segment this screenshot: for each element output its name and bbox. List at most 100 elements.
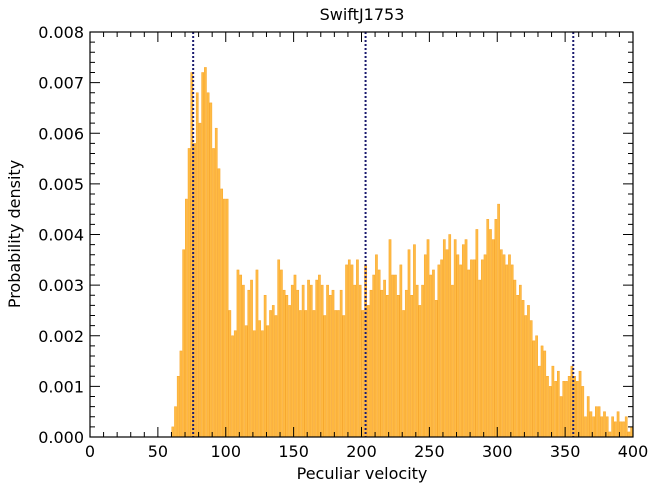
histogram-bar [375,254,378,438]
histogram-bar [353,284,357,438]
histogram-bar [616,411,620,438]
histogram-bar [434,300,438,438]
histogram-bar [483,254,487,438]
y-tick-label: 0.002 [38,327,84,346]
x-tick-label: 400 [618,442,649,461]
histogram-bar [551,365,555,438]
histogram-bar [271,305,275,438]
histogram-bar [429,274,433,438]
histogram-bar [231,335,234,438]
vlines-group [192,32,575,437]
histogram-bar [247,289,251,438]
histogram-bar [576,381,579,438]
histogram-bar [318,274,321,438]
histogram-bar [624,416,628,438]
histogram-bar [627,431,631,438]
histogram-bar [182,249,186,438]
histogram-bar [423,254,427,438]
histogram-bar [339,289,343,438]
histogram-bar [557,370,560,438]
histogram-bar [589,411,593,438]
y-tick-label: 0.000 [38,428,84,447]
histogram-bar [220,188,224,438]
histogram-bar [418,305,422,438]
histogram-bar [214,127,218,438]
histogram-bar [538,365,541,438]
y-tick-labels: 0.000 0.001 0.002 0.003 0.004 0.005 0.006 0.007… [38,23,84,447]
histogram-bar [464,239,468,438]
histogram-bar [595,406,598,438]
histogram-bar [383,279,386,438]
histogram-bar [171,426,175,438]
histogram-bar [600,416,604,438]
x-tick-label: 200 [346,442,377,461]
histogram-bar [396,295,400,438]
histogram-bar [334,310,338,438]
histogram-bar [366,305,370,438]
histogram-bar [567,376,571,438]
histogram-bar [358,284,362,438]
histogram-bar [350,264,354,438]
x-tick-label: 50 [148,442,168,461]
histogram-bar [242,284,245,438]
histogram-bar [217,168,221,438]
histogram-bar [269,310,272,438]
bars-group [171,67,633,438]
histogram-bar [502,254,506,438]
histogram-bar [266,325,270,438]
histogram-bar [288,305,291,438]
histogram-bar [413,244,416,438]
histogram-bar [554,381,557,438]
histogram-bar [195,92,199,438]
histogram-bar [440,259,443,438]
x-tick-label: 0 [85,442,95,461]
histogram-bar [529,320,533,438]
histogram-bar [410,295,414,438]
histogram-bar [290,284,294,438]
histogram-bar [258,320,262,438]
histogram-bar [516,295,519,438]
x-axis-title: Peculiar velocity [297,464,428,483]
histogram-bar [342,315,346,438]
y-tick-label: 0.003 [38,276,84,295]
histogram-bar [415,284,419,438]
histogram-bar [489,229,492,438]
x-tick-label: 300 [482,442,513,461]
histogram-bar [323,315,327,438]
histogram-bar [448,234,452,438]
histogram-bar [179,350,183,438]
histogram-bar [442,239,446,438]
histogram-bar [527,305,530,438]
histogram-bar [432,269,435,438]
x-tick-label: 100 [210,442,241,461]
histogram-bar [562,381,566,438]
histogram-bar [337,310,340,438]
histogram-bar [293,274,297,438]
histogram-bar [315,279,319,438]
histogram-bar [244,325,248,438]
histogram-bar [402,310,405,438]
y-tick-label: 0.007 [38,74,84,93]
histogram-bar [372,274,376,438]
histogram-bar [445,249,449,438]
x-tick-labels: 0 50 100 150 200 250 300 350 400 [85,442,648,461]
histogram-bar [592,416,595,438]
histogram-bar [426,239,430,438]
y-tick-label: 0.005 [38,175,84,194]
histogram-bar [472,259,476,438]
ticks-group [89,31,634,438]
histogram-bar [486,219,490,438]
histogram-bar [518,284,522,438]
histogram-bar [565,381,568,438]
histogram-bar [228,310,232,438]
histogram-bar [461,244,465,438]
histogram-bar [296,289,300,438]
histogram-bar [326,284,329,438]
histogram-bar [301,284,305,438]
histogram-bar [508,254,511,438]
y-tick-label: 0.006 [38,124,84,143]
histogram-bar [255,269,259,438]
histogram-bar [548,386,552,438]
histogram-bar [491,239,495,438]
